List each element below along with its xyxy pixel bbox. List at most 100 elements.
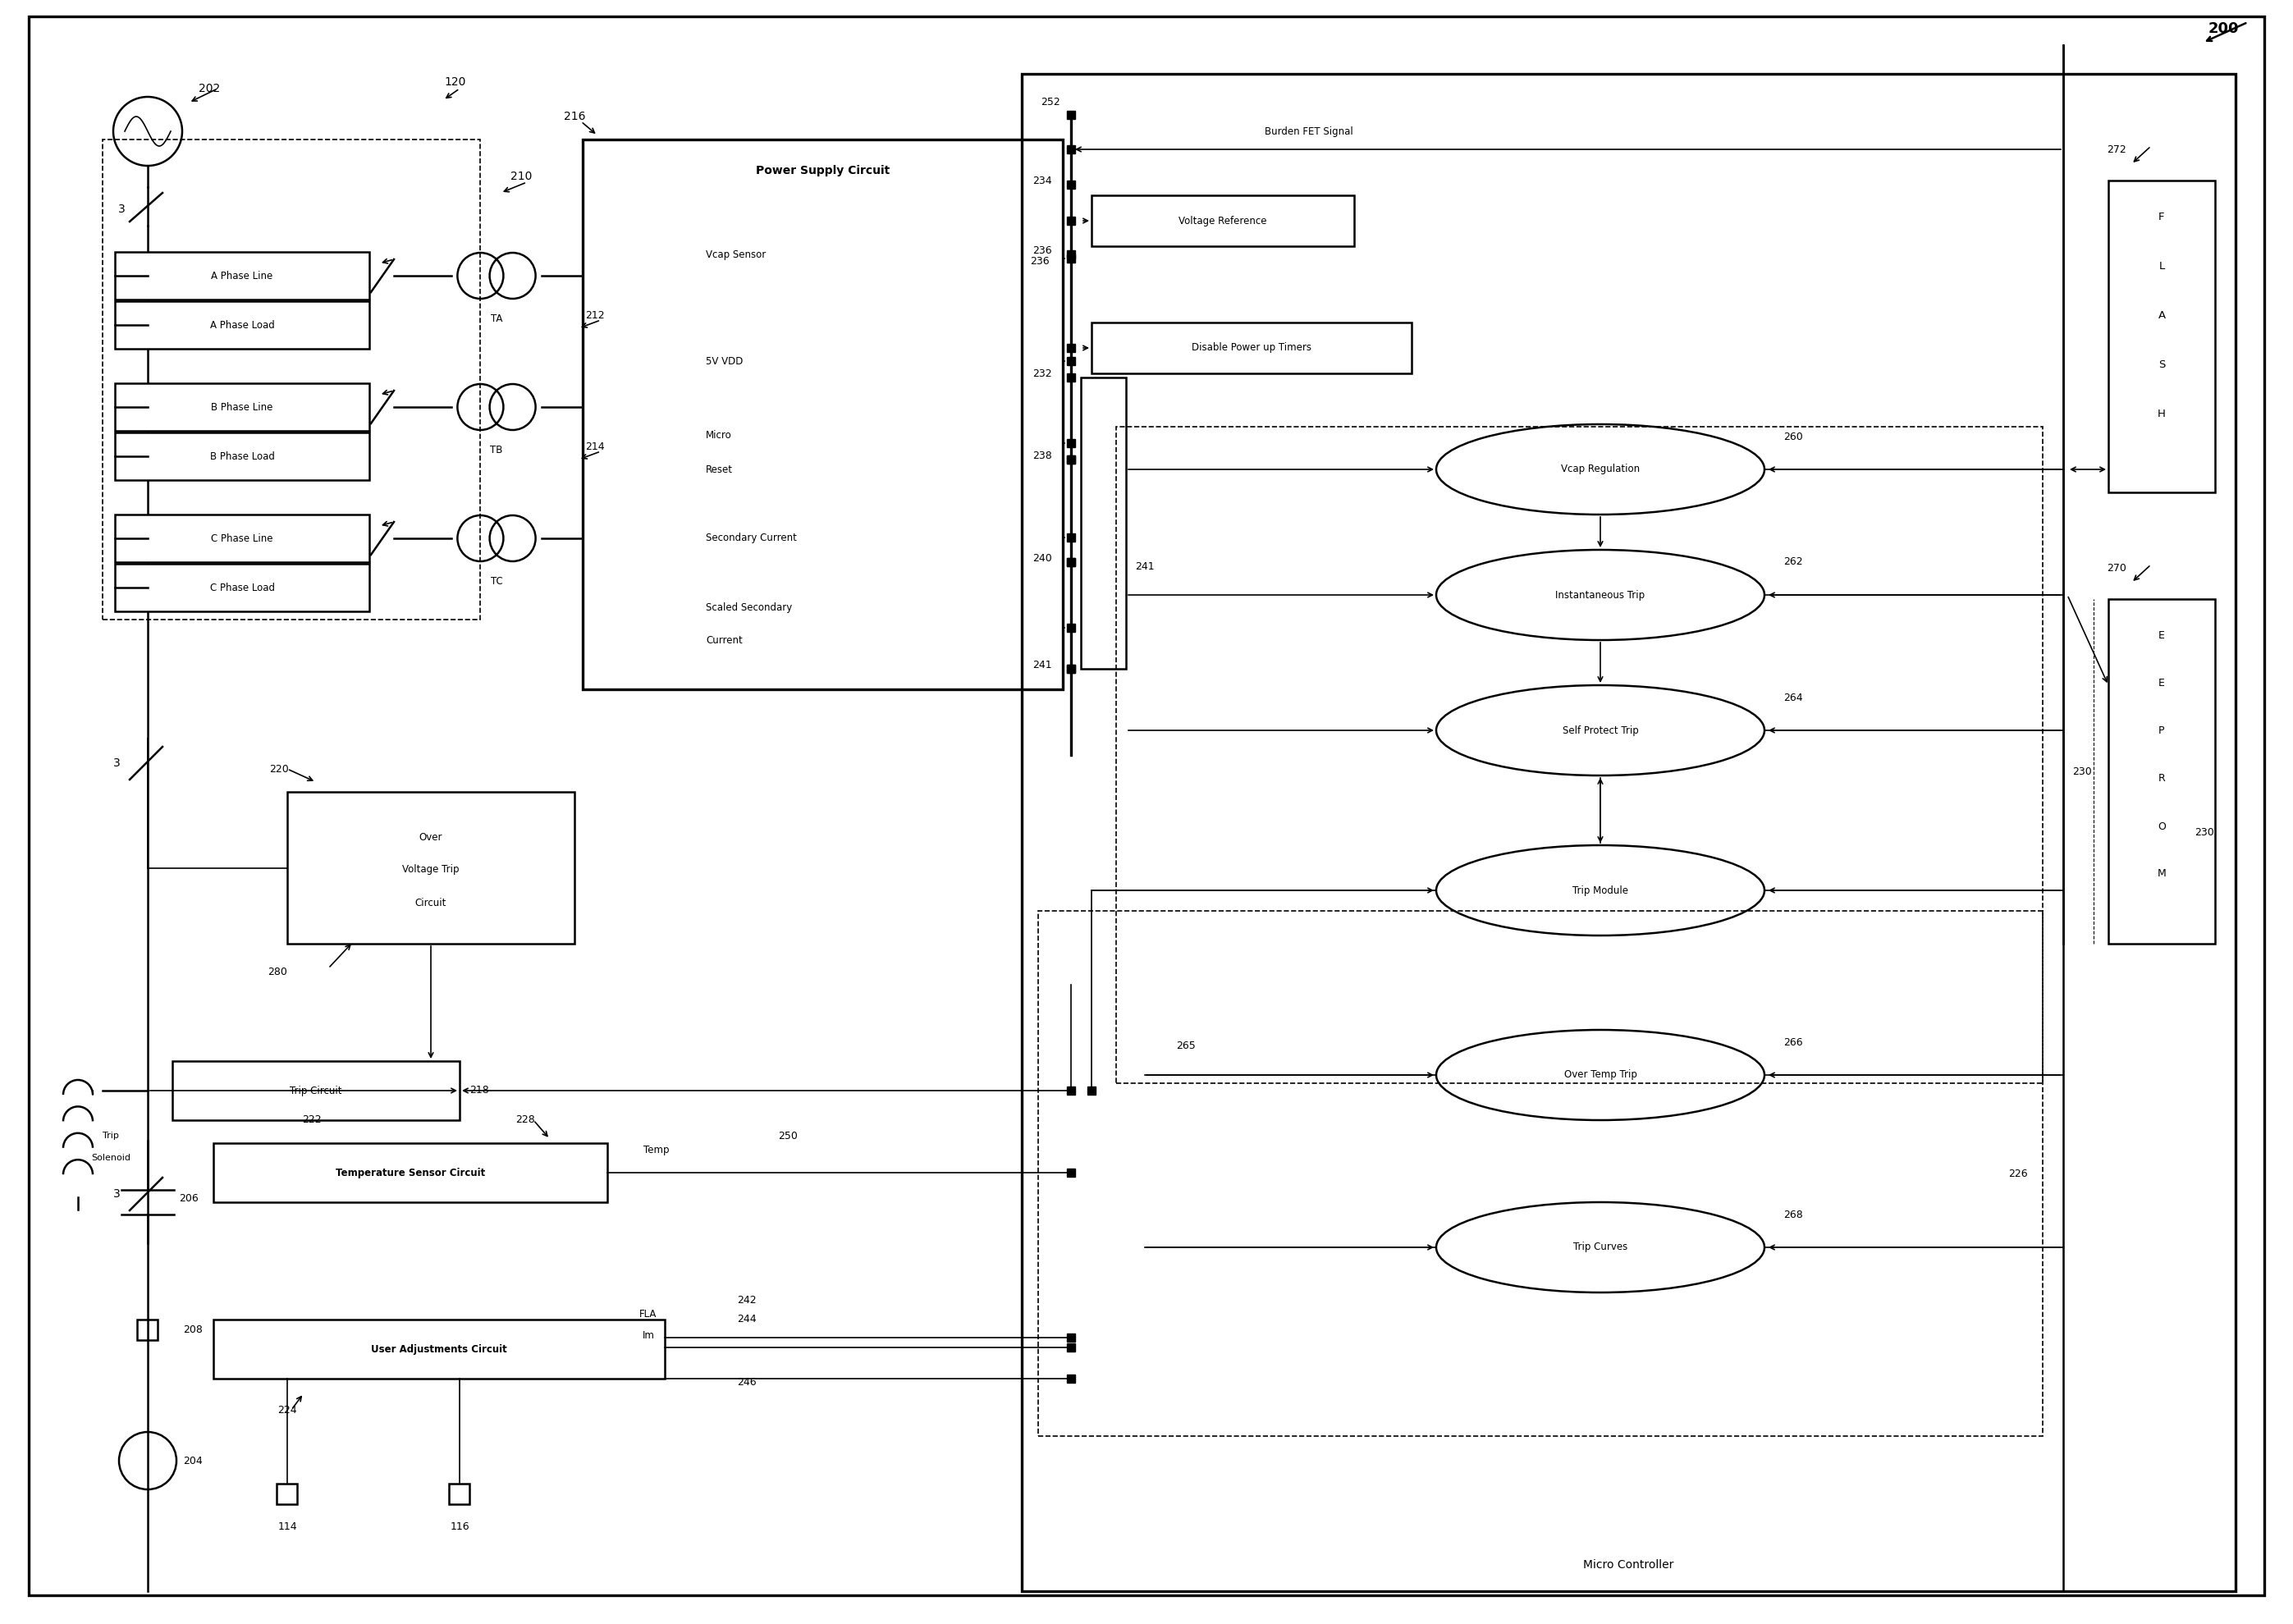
- Bar: [213, 1143, 608, 1202]
- Bar: [1066, 624, 1075, 632]
- Bar: [115, 300, 369, 349]
- Text: 200: 200: [2208, 21, 2238, 36]
- Text: 212: 212: [585, 310, 605, 322]
- Text: 268: 268: [1784, 1210, 1802, 1220]
- Text: 3: 3: [112, 757, 119, 768]
- Bar: [582, 140, 1062, 689]
- Bar: [138, 1319, 158, 1340]
- Text: F: F: [2158, 213, 2165, 222]
- Text: E: E: [2158, 630, 2165, 641]
- Text: 232: 232: [1032, 369, 1052, 378]
- Text: L: L: [2158, 261, 2165, 273]
- Text: 120: 120: [445, 76, 465, 88]
- Text: 230: 230: [2194, 827, 2215, 838]
- Bar: [115, 515, 369, 562]
- Text: 265: 265: [1176, 1041, 1195, 1052]
- Text: Trip Module: Trip Module: [1573, 885, 1628, 896]
- Bar: [1091, 323, 1412, 374]
- Bar: [1091, 195, 1355, 247]
- Bar: [1066, 455, 1075, 463]
- Text: Burden FET Signal: Burden FET Signal: [1266, 127, 1353, 136]
- Text: B Phase Load: B Phase Load: [209, 451, 275, 461]
- Text: Self Protect Trip: Self Protect Trip: [1562, 724, 1639, 736]
- Text: 260: 260: [1784, 432, 1802, 442]
- Text: 114: 114: [277, 1522, 296, 1531]
- Bar: [1066, 533, 1075, 542]
- Text: 240: 240: [1032, 552, 1052, 564]
- Text: 218: 218: [470, 1085, 488, 1096]
- Text: Current: Current: [706, 635, 743, 645]
- Text: P: P: [2158, 726, 2165, 737]
- Bar: [115, 432, 369, 481]
- Text: Micro Controller: Micro Controller: [1584, 1559, 1674, 1570]
- Text: Micro: Micro: [706, 430, 731, 440]
- Bar: [287, 793, 576, 944]
- Text: 264: 264: [1784, 692, 1802, 703]
- Bar: [1039, 911, 2043, 1436]
- Text: Solenoid: Solenoid: [92, 1153, 131, 1163]
- Text: 228: 228: [516, 1114, 534, 1125]
- Text: 252: 252: [1041, 97, 1059, 107]
- Bar: [172, 1060, 459, 1121]
- Text: Voltage Reference: Voltage Reference: [1179, 216, 1268, 226]
- Bar: [115, 564, 369, 611]
- Text: FLA: FLA: [640, 1309, 658, 1320]
- Bar: [1066, 1086, 1075, 1095]
- Text: B Phase Line: B Phase Line: [211, 401, 273, 412]
- Text: Over Temp Trip: Over Temp Trip: [1564, 1070, 1637, 1080]
- Bar: [115, 383, 369, 430]
- Text: Over: Over: [420, 831, 443, 843]
- Text: Trip: Trip: [103, 1132, 119, 1140]
- Text: 242: 242: [736, 1294, 757, 1306]
- Text: 204: 204: [183, 1455, 202, 1466]
- Text: O: O: [2158, 822, 2167, 831]
- Bar: [1066, 559, 1075, 567]
- Text: 3: 3: [112, 1189, 119, 1200]
- Text: 216: 216: [564, 110, 585, 122]
- Text: User Adjustments Circuit: User Adjustments Circuit: [371, 1343, 507, 1354]
- Bar: [1066, 664, 1075, 672]
- Bar: [1066, 344, 1075, 352]
- Bar: [1087, 1086, 1096, 1095]
- Bar: [1066, 559, 1075, 567]
- Bar: [1066, 180, 1075, 188]
- Bar: [1066, 374, 1075, 382]
- Text: 220: 220: [268, 763, 289, 775]
- Text: Vcap Sensor: Vcap Sensor: [706, 248, 766, 260]
- Text: 244: 244: [736, 1314, 757, 1324]
- Text: TC: TC: [491, 575, 502, 586]
- Text: Im: Im: [642, 1330, 654, 1340]
- Text: 236: 236: [1030, 255, 1050, 266]
- Text: Circuit: Circuit: [415, 898, 447, 908]
- Text: C Phase Line: C Phase Line: [211, 533, 273, 544]
- Bar: [1066, 1169, 1075, 1177]
- Bar: [1066, 255, 1075, 263]
- Bar: [1066, 1343, 1075, 1351]
- Bar: [449, 1483, 470, 1504]
- Text: A Phase Line: A Phase Line: [211, 270, 273, 281]
- Text: 246: 246: [736, 1377, 757, 1389]
- Text: 210: 210: [511, 171, 532, 182]
- Bar: [1117, 427, 2043, 1083]
- Text: 226: 226: [2009, 1168, 2027, 1179]
- Text: Trip Curves: Trip Curves: [1573, 1242, 1628, 1252]
- Text: TB: TB: [491, 445, 502, 455]
- Text: Temp: Temp: [644, 1145, 670, 1155]
- Text: TA: TA: [491, 313, 502, 323]
- Text: 280: 280: [268, 968, 287, 978]
- Text: 270: 270: [2107, 562, 2126, 573]
- Text: S: S: [2158, 361, 2165, 370]
- Text: Disable Power up Timers: Disable Power up Timers: [1192, 343, 1312, 354]
- Text: M: M: [2158, 869, 2167, 879]
- Bar: [2107, 599, 2215, 944]
- Text: Vcap Regulation: Vcap Regulation: [1562, 464, 1639, 474]
- Bar: [277, 1483, 298, 1504]
- Text: 238: 238: [1032, 450, 1052, 461]
- Text: 3: 3: [117, 203, 126, 214]
- Text: 241: 241: [1032, 659, 1052, 671]
- Text: Reset: Reset: [706, 464, 734, 474]
- Text: A: A: [2158, 310, 2165, 322]
- Bar: [1066, 438, 1075, 447]
- Bar: [1080, 377, 1126, 669]
- Text: 236: 236: [1032, 245, 1052, 255]
